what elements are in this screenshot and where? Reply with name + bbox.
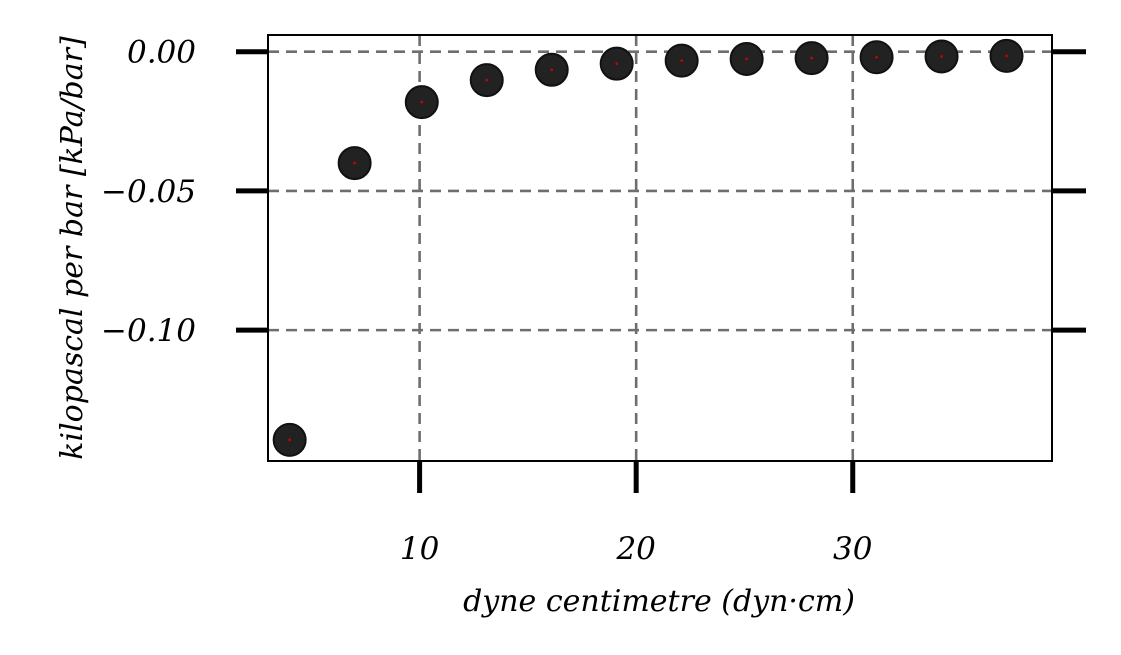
data-points xyxy=(272,38,1024,457)
data-point-center-7 xyxy=(745,57,748,61)
x-tick-label-0: 10 xyxy=(400,531,439,567)
data-point-center-4 xyxy=(550,68,554,72)
data-point-center-9 xyxy=(875,55,878,59)
x-tick-label-2: 30 xyxy=(833,531,872,567)
y-tick-label-2: −0.10 xyxy=(101,313,196,349)
data-point-center-5 xyxy=(615,62,618,65)
plot-area-frame xyxy=(267,34,1053,462)
y-axis-label: kilopascal per bar [kPa/bar] xyxy=(55,36,90,460)
x-axis-label: dyne centimetre (dyn·cm) xyxy=(463,584,855,619)
x-tick-label-1: 20 xyxy=(615,531,655,567)
tick-labels: 10 20 30 0.00 −0.05 −0.10 xyxy=(101,35,872,567)
data-point-center-8 xyxy=(810,56,813,60)
data-point-center-10 xyxy=(940,55,943,58)
grid-lines xyxy=(268,35,1052,461)
y-tick-label-0: 0.00 xyxy=(127,35,196,71)
data-point-center-6 xyxy=(680,59,683,62)
data-point-center-3 xyxy=(485,78,489,82)
axis-ticks xyxy=(236,49,1086,493)
data-point-center-1 xyxy=(353,161,356,165)
data-point-center-11 xyxy=(1005,54,1008,58)
y-tick-label-1: −0.05 xyxy=(101,174,196,210)
data-point-center-0 xyxy=(288,438,291,442)
data-point-center-2 xyxy=(420,100,424,104)
